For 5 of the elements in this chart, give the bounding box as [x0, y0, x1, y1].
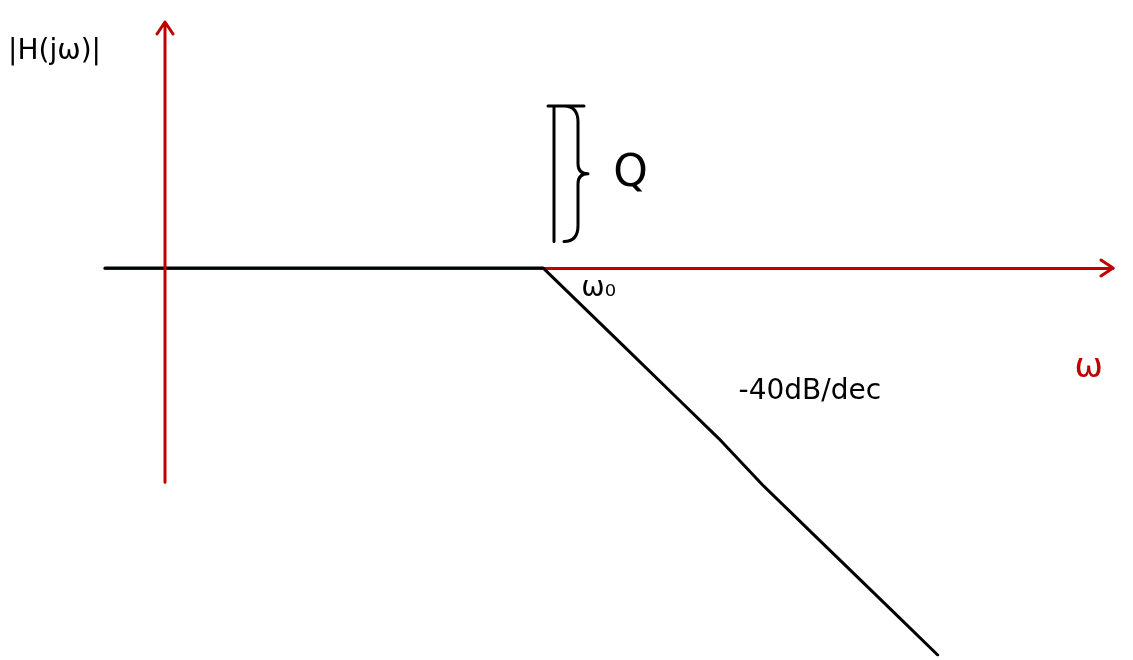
x-axis-title: ω [1074, 345, 1103, 386]
annotation: ω₀ [581, 269, 616, 303]
text: Q [613, 144, 648, 196]
annotation: -40dB/dec [738, 373, 882, 407]
text: |H(jω)| [8, 32, 101, 66]
